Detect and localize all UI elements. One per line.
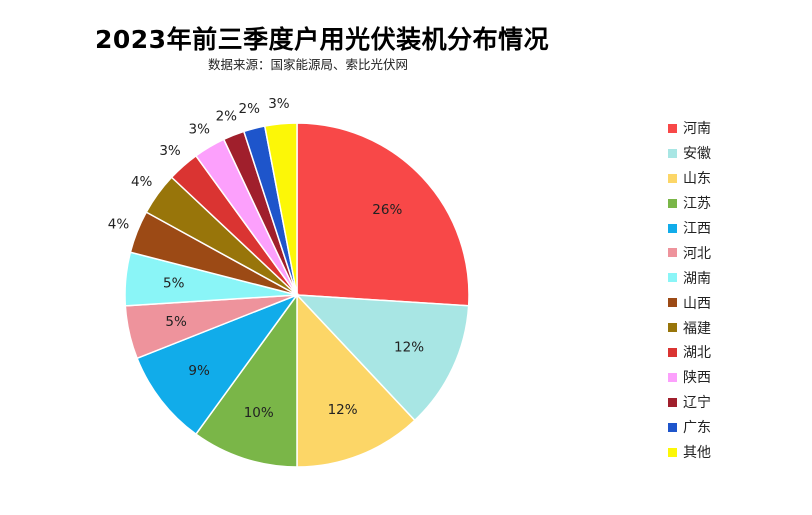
legend-label: 河北 xyxy=(683,245,711,262)
slice-value-label: 2% xyxy=(239,101,261,117)
slice-value-label: 3% xyxy=(189,122,211,138)
slice-value-label: 4% xyxy=(108,216,130,232)
legend-item: 江西 xyxy=(668,216,711,241)
slice-value-label: 26% xyxy=(372,202,402,218)
pie-slice-1 xyxy=(296,122,470,307)
legend-label: 河南 xyxy=(683,121,711,138)
legend-swatch xyxy=(668,223,677,233)
slice-value-label: 3% xyxy=(268,96,290,112)
slice-value-label: 9% xyxy=(188,363,210,379)
slice-value-label: 5% xyxy=(165,314,187,330)
legend-item: 湖北 xyxy=(668,340,711,365)
pie-slice-4 xyxy=(194,292,298,468)
legend-item: 陕西 xyxy=(668,365,711,390)
legend-label: 山西 xyxy=(683,295,711,312)
pie-labels: 26% 12% 12% 10% 9% 5% 5% 4% 4% 3% 3% 2% 2% 3% xyxy=(108,96,424,421)
slice-value-label: 12% xyxy=(328,402,358,418)
slice-value-label: 3% xyxy=(159,143,181,159)
legend-swatch xyxy=(668,123,677,133)
legend-item: 福建 xyxy=(668,315,711,340)
legend-label: 福建 xyxy=(683,320,711,337)
legend-swatch xyxy=(668,173,677,183)
legend-label: 山东 xyxy=(683,171,711,188)
legend-swatch xyxy=(668,422,677,432)
legend-swatch xyxy=(668,397,677,407)
slice-value-label: 12% xyxy=(394,340,424,356)
pie-slice-14 xyxy=(263,122,298,296)
legend-item: 广东 xyxy=(668,415,711,440)
pie-slice-2 xyxy=(295,294,470,422)
slice-value-label: 4% xyxy=(131,174,153,190)
legend-swatch xyxy=(668,248,677,258)
legend-swatch xyxy=(668,273,677,283)
legend-item: 安徽 xyxy=(668,141,711,166)
legend-item: 湖南 xyxy=(668,265,711,290)
chart-title: 2023年前三季度户用光伏装机分布情况 xyxy=(95,25,550,54)
legend-swatch xyxy=(668,447,677,457)
legend-swatch xyxy=(668,148,677,158)
slice-value-label: 10% xyxy=(244,405,274,421)
legend-label: 湖北 xyxy=(683,345,711,362)
legend-label: 湖南 xyxy=(683,270,711,287)
legend-item: 河北 xyxy=(668,240,711,265)
legend-swatch xyxy=(668,372,677,382)
legend-label: 广东 xyxy=(683,420,711,437)
legend-label: 其他 xyxy=(683,445,711,462)
legend-swatch xyxy=(668,323,677,333)
legend-label: 陕西 xyxy=(683,370,711,387)
legend-swatch xyxy=(668,347,677,357)
slice-value-label: 5% xyxy=(163,275,185,291)
pie-slices xyxy=(124,122,470,468)
slice-value-label: 2% xyxy=(216,108,238,124)
legend-item: 辽宁 xyxy=(668,390,711,415)
legend-item: 江苏 xyxy=(668,191,711,216)
legend-item: 河南 xyxy=(668,116,711,141)
legend-item: 山东 xyxy=(668,166,711,191)
legend-label: 安徽 xyxy=(683,146,711,163)
pie-slice-5 xyxy=(136,293,300,436)
legend-label: 江西 xyxy=(683,221,711,237)
legend-item: 其他 xyxy=(668,440,711,465)
legend-label: 辽宁 xyxy=(683,395,711,412)
pie-slice-3 xyxy=(296,293,416,468)
chart-subtitle: 数据来源：国家能源局、索比光伏网 xyxy=(208,57,409,72)
legend: 河南安徽山东江苏江西河北湖南山西福建湖北陕西辽宁广东其他 xyxy=(668,116,711,464)
legend-swatch xyxy=(668,198,677,208)
legend-item: 山西 xyxy=(668,290,711,315)
legend-swatch xyxy=(668,298,677,308)
legend-label: 江苏 xyxy=(683,196,711,213)
